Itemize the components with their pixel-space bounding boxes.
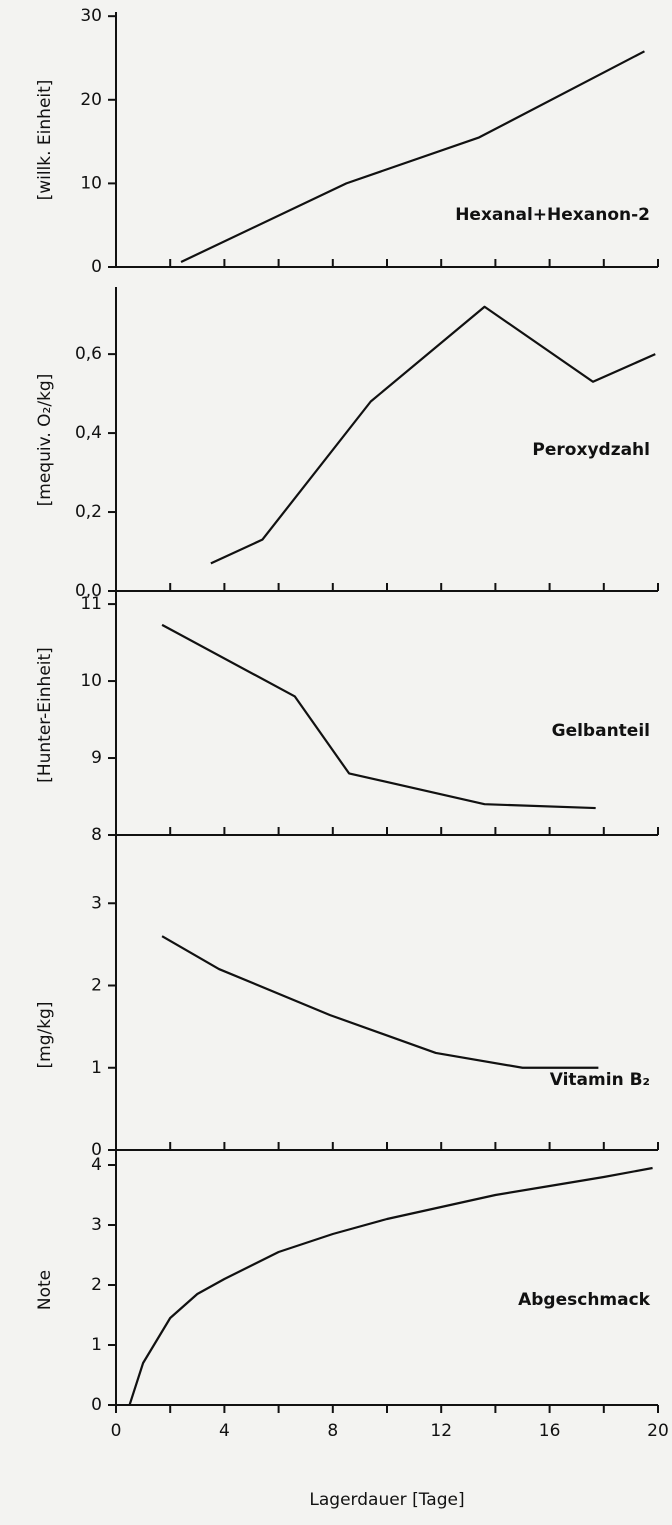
series-label: Vitamin B₂ [550,1070,650,1090]
x-tick-label: 4 [219,1421,230,1441]
y-tick-label: 3 [91,893,102,913]
y-tick-label: 1 [91,1058,102,1078]
data-line [161,623,596,810]
series-label: Hexanal+Hexanon-2 [455,205,650,225]
y-tick-label: 20 [80,90,102,110]
y-tick-label: 11 [80,594,102,614]
y-tick-label: 0 [91,257,102,277]
series-label: Gelbanteil [552,721,650,741]
y-tick-label: 30 [80,6,102,26]
y-tick-label: 0,0 [75,581,102,601]
y-axis-label: Note [35,1270,55,1310]
y-tick-label: 0 [91,1395,102,1415]
x-tick-label: 0 [111,1421,122,1441]
data-line [161,935,599,1069]
series-label: Peroxydzahl [532,440,650,460]
data-line [128,1166,653,1406]
y-axis-label: [willk. Einheit] [35,80,55,201]
x-tick-label: 8 [327,1421,338,1441]
y-tick-label: 1 [91,1335,102,1355]
series-label: Abgeschmack [518,1290,651,1310]
data-line [210,305,656,565]
y-tick-label: 8 [91,825,102,845]
y-tick-label: 0,6 [75,344,102,364]
y-tick-label: 4 [91,1155,102,1175]
y-tick-label: 9 [91,748,102,768]
x-tick-label: 20 [647,1421,669,1441]
y-axis-label: [mg/kg] [35,1002,55,1069]
y-tick-label: 3 [91,1215,102,1235]
x-tick-label: 12 [430,1421,452,1441]
y-tick-label: 2 [91,1275,102,1295]
y-axis-label: [Hunter-Einheit] [35,647,55,783]
y-tick-label: 10 [80,173,102,193]
data-line [180,50,645,263]
y-tick-label: 2 [91,976,102,996]
y-tick-label: 0,4 [75,423,102,443]
y-tick-label: 0 [91,1140,102,1160]
x-axis-label: Lagerdauer [Tage] [309,1490,464,1510]
x-tick-label: 16 [539,1421,561,1441]
y-tick-label: 0,2 [75,502,102,522]
y-tick-label: 10 [80,671,102,691]
y-axis-label: [mequiv. O₂/kg] [35,374,55,507]
